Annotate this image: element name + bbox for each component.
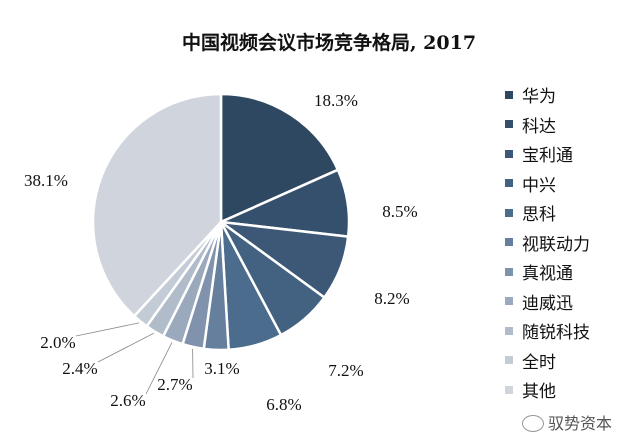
- legend-swatch: [505, 120, 513, 129]
- legend-item: 随锐科技: [505, 316, 590, 346]
- legend-swatch: [505, 326, 513, 335]
- data-label: 7.2%: [328, 361, 363, 380]
- data-label: 2.6%: [110, 391, 145, 410]
- data-label: 18.3%: [314, 91, 358, 110]
- leader-line: [145, 342, 173, 395]
- legend-item: 科达: [505, 110, 590, 140]
- legend-swatch: [505, 356, 513, 365]
- legend: 华为科达宝利通中兴思科视联动力真视通迪威迅随锐科技全时其他: [505, 80, 590, 405]
- chart-title: 中国视频会议市场竞争格局, 2017: [181, 32, 477, 54]
- legend-item: 真视通: [505, 257, 590, 287]
- legend-swatch: [505, 297, 513, 306]
- legend-item: 华为: [505, 80, 590, 110]
- legend-label: 华为: [522, 87, 556, 108]
- data-label: 3.1%: [204, 359, 239, 378]
- legend-label: 其他: [522, 382, 556, 403]
- legend-label: 科达: [522, 116, 556, 137]
- legend-label: 思科: [522, 205, 556, 226]
- legend-swatch: [505, 149, 513, 158]
- pie-slice-0: [219, 92, 340, 224]
- legend-item: 其他: [505, 375, 590, 405]
- legend-swatch: [505, 179, 513, 188]
- legend-item: 迪威迅: [505, 287, 590, 317]
- legend-swatch: [505, 90, 513, 99]
- data-label: 2.7%: [157, 375, 192, 394]
- wechat-icon: [522, 415, 544, 432]
- legend-swatch: [505, 208, 513, 217]
- leader-line: [97, 332, 154, 363]
- legend-label: 视联动力: [522, 234, 590, 255]
- data-label: 8.5%: [382, 202, 417, 221]
- legend-item: 视联动力: [505, 228, 590, 258]
- legend-label: 真视通: [522, 264, 573, 285]
- legend-label: 宝利通: [522, 146, 573, 167]
- legend-swatch: [505, 238, 513, 247]
- leader-line: [75, 322, 140, 337]
- legend-label: 随锐科技: [522, 323, 590, 344]
- legend-label: 中兴: [522, 175, 556, 196]
- legend-swatch: [505, 267, 513, 276]
- legend-label: 迪威迅: [522, 293, 573, 314]
- data-label: 2.4%: [62, 359, 97, 378]
- data-label: 8.2%: [374, 289, 409, 308]
- data-label: 38.1%: [24, 171, 68, 190]
- legend-label: 全时: [522, 352, 556, 373]
- legend-swatch: [505, 385, 513, 394]
- legend-item: 全时: [505, 346, 590, 376]
- legend-item: 思科: [505, 198, 590, 228]
- data-label: 6.8%: [266, 395, 301, 414]
- legend-item: 宝利通: [505, 139, 590, 169]
- pie-slice-10: [91, 92, 223, 318]
- legend-item: 中兴: [505, 169, 590, 199]
- data-label: 2.0%: [40, 333, 75, 352]
- watermark: 驭势资本: [548, 414, 613, 433]
